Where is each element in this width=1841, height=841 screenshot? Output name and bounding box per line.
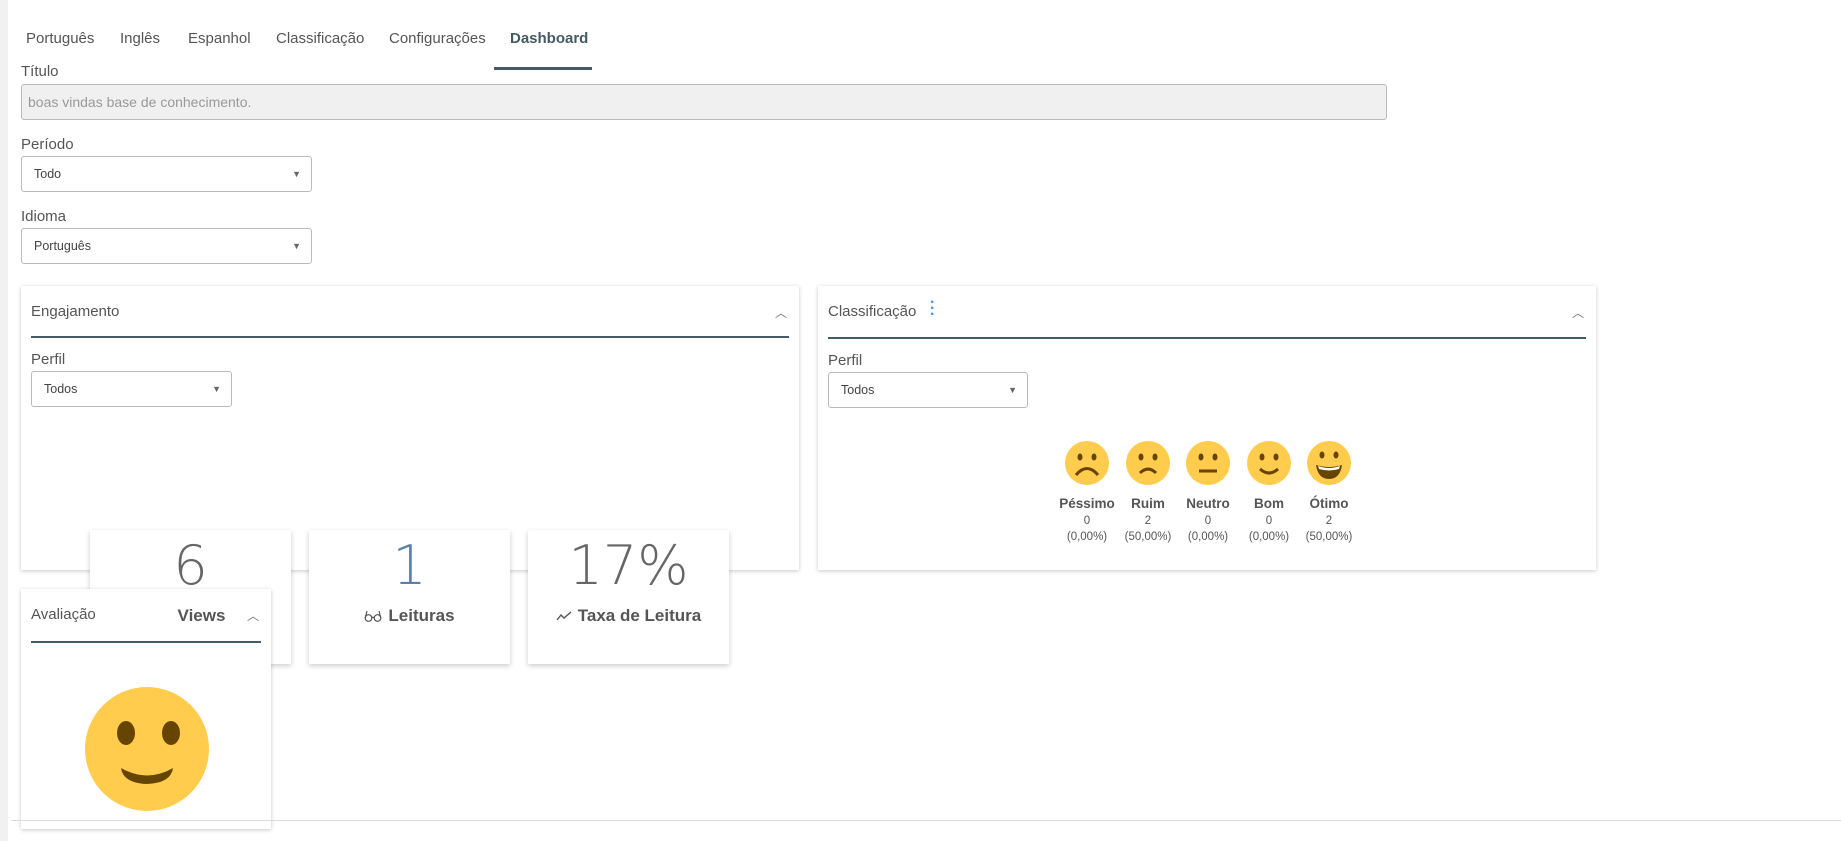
tab-classificacao[interactable]: Classificação bbox=[276, 30, 365, 47]
views-value: 6 bbox=[173, 534, 208, 597]
sad-face-icon bbox=[1126, 441, 1170, 485]
period-value: Todo bbox=[34, 167, 62, 181]
classification-profile-label: Perfil bbox=[828, 352, 863, 369]
chevron-up-icon[interactable]: ︿ bbox=[774, 306, 787, 320]
rating-neutro: Neutro 0 (0,00%) bbox=[1178, 440, 1238, 543]
classification-divider bbox=[828, 337, 1586, 339]
rating-label: Péssimo bbox=[1059, 496, 1115, 511]
rating-count: 0 bbox=[1204, 515, 1212, 527]
classification-title: Classificação bbox=[828, 303, 917, 320]
tab-dashboard[interactable]: Dashboard bbox=[510, 30, 589, 47]
language-value: Português bbox=[34, 239, 91, 253]
evaluation-title: Avaliação bbox=[31, 606, 96, 623]
engagement-profile-select[interactable]: Todos ▼ bbox=[31, 371, 232, 407]
rating-percent: (0,00%) bbox=[1187, 531, 1229, 543]
evaluation-card: Avaliação ︿ bbox=[21, 589, 271, 829]
glasses-icon bbox=[364, 608, 382, 624]
leituras-value: 1 bbox=[392, 534, 427, 597]
stat-leituras: 1 Leituras bbox=[309, 530, 510, 664]
kebab-menu-icon[interactable]: · · · bbox=[930, 294, 936, 323]
engagement-title: Engajamento bbox=[31, 303, 120, 320]
rating-count: 2 bbox=[1144, 515, 1152, 527]
period-select[interactable]: Todo ▼ bbox=[21, 156, 312, 192]
tab-portugues[interactable]: Português bbox=[26, 30, 95, 47]
dropdown-arrow-icon: ▼ bbox=[292, 169, 301, 179]
classification-profile-value: Todos bbox=[841, 383, 875, 397]
rating-count: 2 bbox=[1325, 515, 1333, 527]
evaluation-divider bbox=[31, 641, 261, 643]
engagement-profile-value: Todos bbox=[44, 382, 78, 396]
active-tab-indicator bbox=[494, 67, 592, 70]
period-label: Período bbox=[21, 136, 74, 153]
very-sad-face-icon bbox=[1065, 441, 1109, 485]
taxa-leitura-label: Taxa de Leitura bbox=[577, 606, 702, 625]
classification-profile-select[interactable]: Todos ▼ bbox=[828, 372, 1028, 408]
trend-icon bbox=[556, 608, 572, 624]
rating-percent: (0,00%) bbox=[1248, 531, 1290, 543]
engagement-card: Engajamento ︿ Perfil Todos ▼ 6 Views 1 L… bbox=[21, 286, 799, 664]
views-label: Views bbox=[177, 606, 226, 625]
tab-configuracoes[interactable]: Configurações bbox=[389, 30, 486, 47]
dropdown-arrow-icon: ▼ bbox=[1008, 385, 1017, 395]
rating-percent: (50,00%) bbox=[1124, 531, 1172, 543]
bottom-divider bbox=[11, 820, 1841, 821]
rating-ruim: Ruim 2 (50,00%) bbox=[1118, 440, 1178, 543]
classification-card: Classificação · · · ︿ Perfil Todos ▼ Péssi… bbox=[818, 286, 1596, 570]
rating-label: Bom bbox=[1254, 496, 1284, 511]
rating-label: Ótimo bbox=[1309, 496, 1349, 511]
language-select[interactable]: Português ▼ bbox=[21, 228, 312, 264]
rating-percent: (50,00%) bbox=[1305, 531, 1353, 543]
rating-count: 0 bbox=[1083, 515, 1091, 527]
tab-ingles[interactable]: Inglês bbox=[120, 30, 161, 47]
stat-taxa-leitura: 17% Taxa de Leitura bbox=[528, 530, 729, 664]
rating-bom: Bom 0 (0,00%) bbox=[1239, 440, 1299, 543]
neutral-face-icon bbox=[1186, 441, 1230, 485]
smile-face-icon bbox=[85, 687, 209, 811]
rating-pessimo: Péssimo 0 (0,00%) bbox=[1057, 440, 1117, 543]
rating-label: Neutro bbox=[1186, 496, 1230, 511]
dropdown-arrow-icon: ▼ bbox=[292, 241, 301, 251]
engagement-profile-label: Perfil bbox=[31, 351, 66, 368]
leituras-label: Leituras bbox=[388, 606, 455, 625]
dropdown-arrow-icon: ▼ bbox=[212, 384, 221, 394]
title-field[interactable]: boas vindas base de conhecimento. bbox=[21, 84, 1387, 120]
rating-percent: (0,00%) bbox=[1066, 531, 1108, 543]
taxa-leitura-value: 17% bbox=[568, 534, 689, 597]
tab-espanhol[interactable]: Espanhol bbox=[188, 30, 251, 47]
chevron-up-icon[interactable]: ︿ bbox=[246, 609, 259, 623]
chevron-up-icon[interactable]: ︿ bbox=[1571, 306, 1584, 320]
rating-otimo: Ótimo 2 (50,00%) bbox=[1299, 440, 1359, 543]
grin-face-icon bbox=[1307, 441, 1351, 485]
title-label: Título bbox=[21, 63, 59, 80]
engagement-divider bbox=[31, 336, 789, 338]
left-edge bbox=[0, 0, 8, 841]
rating-label: Ruim bbox=[1131, 496, 1165, 511]
language-label: Idioma bbox=[21, 208, 67, 225]
smile-face-icon bbox=[1247, 441, 1291, 485]
rating-count: 0 bbox=[1265, 515, 1273, 527]
